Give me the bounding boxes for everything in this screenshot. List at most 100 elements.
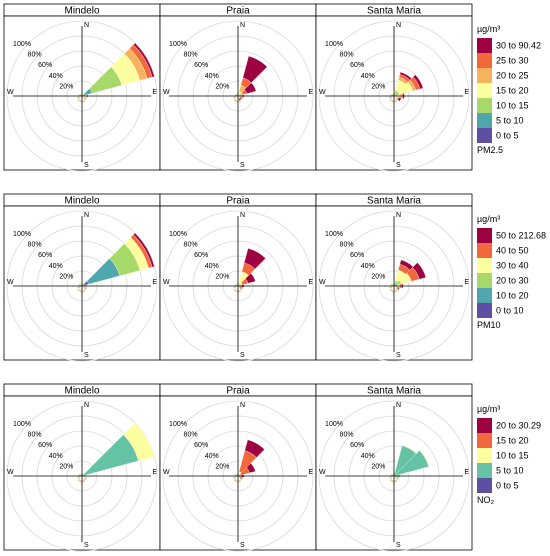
legend-label: 20 to 30.29	[496, 421, 541, 431]
legend-label: 30 to 40	[496, 261, 529, 271]
calm-ring-inner	[234, 94, 242, 102]
sector	[81, 232, 155, 287]
legend-label: 10 to 15	[496, 451, 529, 461]
pollutant-label: PM10	[477, 320, 501, 330]
sector-segment	[397, 97, 402, 102]
sector-segment	[246, 463, 256, 474]
sector-segment	[82, 96, 84, 99]
legend-swatch	[477, 418, 492, 433]
compass-n: N	[396, 212, 401, 219]
radial-label: 100%	[169, 41, 187, 48]
compass-e: E	[308, 279, 313, 286]
legend-title: µg/m³	[477, 24, 500, 34]
radial-label: 80%	[340, 52, 354, 59]
legend-label: 25 to 30	[496, 56, 529, 66]
radial-label: 100%	[169, 421, 187, 428]
grid-circle	[162, 210, 314, 362]
sector-segment	[133, 42, 155, 78]
legend-label: 50 to 212.68	[496, 231, 546, 241]
radial-label: 60%	[350, 442, 364, 449]
sector	[237, 463, 256, 477]
legend: µg/m³ 30 to 90.42 25 to 30 20 to 25 15 to 20…	[477, 24, 541, 155]
sector-segment	[242, 55, 268, 83]
legend-title: µg/m³	[477, 214, 500, 224]
radial-label: 100%	[325, 41, 343, 48]
legend-swatch	[477, 433, 492, 448]
sector	[393, 74, 424, 97]
calm-ring-inner	[234, 284, 242, 292]
radial-label: 20%	[59, 273, 73, 280]
sector-segment	[238, 97, 242, 101]
windrose-panel: Santa Maria 100% 80% 60% 40% 20% N E S W	[315, 383, 473, 552]
radial-label: 40%	[205, 453, 219, 460]
radial-label: 80%	[184, 432, 198, 439]
compass-s: S	[240, 352, 245, 359]
legend-swatch	[477, 273, 492, 288]
legend-swatch	[477, 83, 492, 98]
radial-label: 80%	[28, 432, 42, 439]
pollutant-label: NO₂	[477, 495, 495, 505]
compass-s: S	[396, 162, 401, 169]
sector-segment	[123, 422, 155, 462]
legend-swatch	[477, 228, 492, 243]
radial-label: 100%	[325, 421, 343, 428]
compass-e: E	[152, 469, 157, 476]
calm-ring-inner	[78, 94, 86, 102]
windrose-row-no: Mindelo 100% 80% 60% 40% 20% N E S W Praia 100% 80% 6…	[3, 383, 541, 552]
compass-w: W	[163, 279, 170, 286]
radial-label: 40%	[49, 453, 63, 460]
radial-label: 20%	[59, 83, 73, 90]
sector	[81, 422, 155, 477]
compass-n: N	[240, 22, 245, 29]
sector-segment	[419, 449, 430, 467]
calm-ring-inner	[78, 474, 86, 482]
sector	[237, 95, 242, 101]
legend-title: µg/m³	[477, 404, 500, 414]
radial-label: 100%	[13, 421, 31, 428]
legend-swatch	[477, 68, 492, 83]
compass-w: W	[319, 89, 326, 96]
radial-label: 60%	[350, 252, 364, 259]
legend-swatch	[477, 303, 492, 318]
legend-label: 15 to 20	[496, 436, 529, 446]
compass-w: W	[7, 279, 14, 286]
compass-s: S	[396, 352, 401, 359]
compass-e: E	[464, 279, 469, 286]
pollutant-label: PM2.5	[477, 145, 503, 155]
compass-s: S	[84, 352, 89, 359]
windrose-panel: Santa Maria 100% 80% 60% 40% 20% N E S W	[315, 3, 473, 172]
compass-w: W	[319, 279, 326, 286]
radial-label: 60%	[38, 442, 52, 449]
legend-swatch	[477, 288, 492, 303]
compass-n: N	[396, 22, 401, 29]
compass-s: S	[84, 162, 89, 169]
station-label: Santa Maria	[367, 386, 421, 397]
legend-label: 5 to 10	[496, 466, 524, 476]
radial-label: 60%	[38, 62, 52, 69]
legend-label: 10 to 20	[496, 291, 529, 301]
station-label: Mindelo	[64, 6, 99, 17]
windrose-panel: Mindelo 100% 80% 60% 40% 20% N E S W	[3, 193, 161, 362]
compass-w: W	[7, 469, 14, 476]
station-label: Praia	[226, 196, 250, 207]
legend-label: 0 to 5	[496, 481, 519, 491]
legend-swatch	[477, 478, 492, 493]
compass-e: E	[308, 469, 313, 476]
radial-label: 80%	[340, 242, 354, 249]
compass-s: S	[240, 162, 245, 169]
compass-n: N	[84, 22, 89, 29]
windrose-row-pm25: Mindelo 100% 80% 60% 40% 20% N E S W Praia 100% 80% 6…	[3, 3, 541, 172]
legend-swatch	[477, 243, 492, 258]
compass-w: W	[163, 469, 170, 476]
sector	[393, 475, 398, 479]
compass-w: W	[163, 89, 170, 96]
windrose-panel: Mindelo 100% 80% 60% 40% 20% N E S W	[3, 3, 161, 172]
sector-segment	[412, 262, 427, 280]
radial-label: 100%	[13, 41, 31, 48]
sector-segment	[83, 96, 86, 99]
radial-label: 20%	[215, 463, 229, 470]
legend-swatch	[477, 463, 492, 478]
legend-label: 15 to 20	[496, 86, 529, 96]
compass-s: S	[84, 542, 89, 549]
radial-label: 40%	[205, 263, 219, 270]
